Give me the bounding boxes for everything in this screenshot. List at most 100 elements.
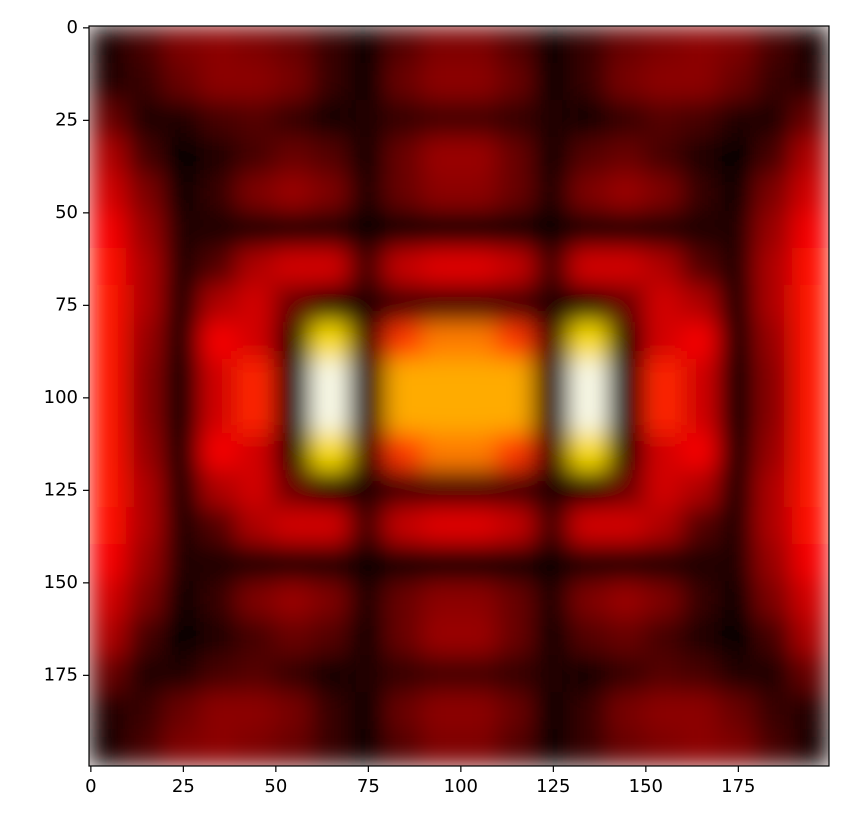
- heatmap-cell: [385, 285, 423, 323]
- heatmap-cell: [792, 137, 829, 175]
- heatmap-cell: [459, 100, 497, 138]
- heatmap-cell: [385, 433, 423, 471]
- heatmap-cell: [200, 211, 238, 249]
- heatmap-cell: [422, 63, 460, 101]
- heatmap-cell: [311, 618, 349, 656]
- heatmap-cell: [607, 655, 645, 693]
- heatmap-cell: [755, 507, 793, 545]
- heatmap-cell: [533, 507, 571, 545]
- heatmap-cell: [570, 248, 608, 286]
- heatmap-cell: [237, 137, 275, 175]
- heatmap-cell: [570, 692, 608, 730]
- heatmap-cell: [459, 26, 497, 64]
- heatmap-cell: [607, 100, 645, 138]
- heatmap-cell: [607, 544, 645, 582]
- heatmap-cell: [496, 729, 534, 766]
- heatmap-cell: [459, 729, 497, 766]
- heatmap-cell: [644, 544, 682, 582]
- heatmap-cell: [496, 248, 534, 286]
- heatmap-cell: [718, 285, 756, 323]
- heatmap-cell: [348, 618, 386, 656]
- heatmap-cell: [311, 63, 349, 101]
- heatmap-cell: [755, 433, 793, 471]
- heatmap-cell: [311, 507, 349, 545]
- y-tick-label: 100: [44, 387, 78, 408]
- heatmap-cell: [89, 248, 127, 286]
- heatmap-cell: [89, 655, 127, 693]
- heatmap-cell: [755, 729, 793, 766]
- heatmap-cell: [311, 248, 349, 286]
- heatmap-cell: [385, 544, 423, 582]
- heatmap-cell: [274, 100, 312, 138]
- heatmap-cell: [459, 581, 497, 619]
- heatmap-cell: [459, 544, 497, 582]
- heatmap-cell: [311, 396, 349, 434]
- heatmap-cell: [644, 433, 682, 471]
- heatmap-cell: [459, 63, 497, 101]
- heatmap-cell: [792, 211, 829, 249]
- heatmap-cell: [200, 137, 238, 175]
- heatmap-cell: [274, 174, 312, 212]
- heatmap-cell: [570, 359, 608, 397]
- heatmap-cell: [533, 26, 571, 64]
- y-tick-label: 150: [44, 572, 78, 593]
- heatmap-cell: [644, 359, 682, 397]
- heatmap-cell: [607, 581, 645, 619]
- axes: 0 25 50 75 100 125 150 175 0 25 50 75 100 125 150 175: [44, 17, 830, 797]
- heatmap-cell: [200, 396, 238, 434]
- heatmap-cell: [237, 26, 275, 64]
- heatmap-cell: [718, 692, 756, 730]
- heatmap-cell: [385, 507, 423, 545]
- heatmap-cell: [718, 137, 756, 175]
- heatmap-cell: [311, 174, 349, 212]
- heatmap-cell: [681, 211, 719, 249]
- heatmap-cell: [607, 248, 645, 286]
- heatmap-cell: [163, 211, 201, 249]
- heatmap-cell: [126, 285, 164, 323]
- heatmap-cell: [274, 63, 312, 101]
- heatmap-cell: [718, 581, 756, 619]
- heatmap-cell: [533, 655, 571, 693]
- heatmap-cell: [200, 174, 238, 212]
- heatmap-cell: [422, 174, 460, 212]
- heatmap-cell: [422, 692, 460, 730]
- heatmap-cell: [681, 581, 719, 619]
- heatmap-cell: [348, 285, 386, 323]
- heatmap-cell: [570, 63, 608, 101]
- heatmap-cell: [348, 433, 386, 471]
- heatmap-cell: [792, 507, 829, 545]
- heatmap-cell: [718, 618, 756, 656]
- heatmap-cell: [607, 396, 645, 434]
- heatmap-cell: [163, 618, 201, 656]
- heatmap-cell: [163, 433, 201, 471]
- heatmap-cell: [792, 26, 829, 64]
- heatmap-cell: [237, 655, 275, 693]
- heatmap-cell: [718, 729, 756, 766]
- heatmap-cell: [755, 211, 793, 249]
- heatmap-cell: [496, 100, 534, 138]
- heatmap-cell: [459, 507, 497, 545]
- heatmap-cell: [570, 322, 608, 360]
- heatmap-cell: [681, 100, 719, 138]
- heatmap-cell: [274, 729, 312, 766]
- heatmap-cell: [496, 692, 534, 730]
- heatmap-cell: [385, 174, 423, 212]
- heatmap-cell: [237, 618, 275, 656]
- heatmap-cell: [422, 396, 460, 434]
- heatmap-cell: [533, 544, 571, 582]
- heatmap-cell: [422, 581, 460, 619]
- heatmap-cell: [533, 285, 571, 323]
- heatmap-cell: [755, 581, 793, 619]
- heatmap-cell: [792, 692, 829, 730]
- heatmap-cell: [237, 692, 275, 730]
- heatmap-cell: [607, 322, 645, 360]
- heatmap-cell: [200, 507, 238, 545]
- heatmap-cell: [755, 248, 793, 286]
- heatmap-cell: [311, 655, 349, 693]
- heatmap-cell: [459, 174, 497, 212]
- heatmap-cell: [385, 100, 423, 138]
- heatmap-cell: [607, 433, 645, 471]
- heatmap-cell: [718, 655, 756, 693]
- heatmap-cell: [755, 692, 793, 730]
- heatmap-cell: [644, 396, 682, 434]
